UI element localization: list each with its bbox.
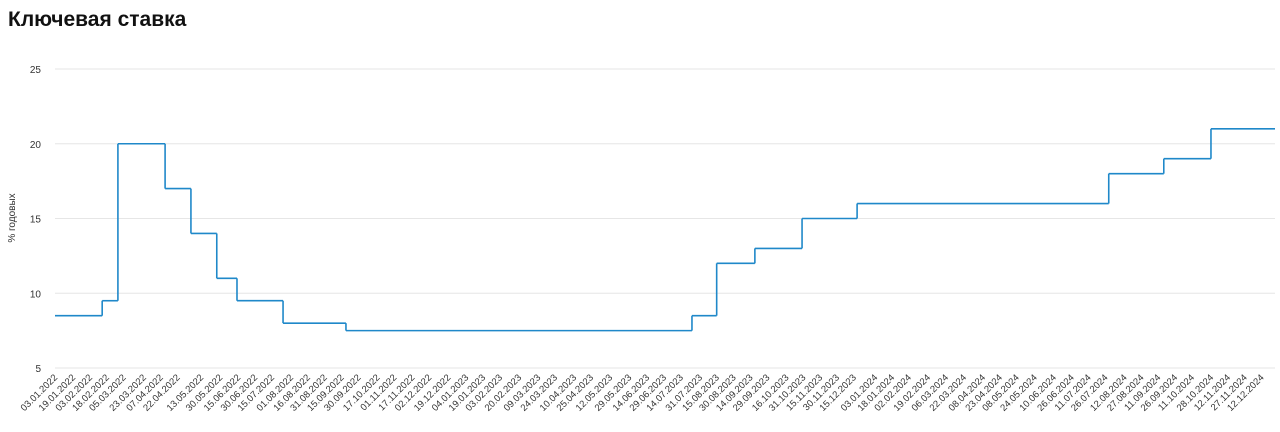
y-tick-label: 15: [30, 215, 42, 226]
y-tick-label: 25: [30, 65, 42, 76]
y-axis-label: % годовых: [7, 193, 18, 242]
y-tick-label: 10: [30, 289, 42, 300]
y-tick-label: 5: [35, 364, 41, 375]
y-tick-label: 20: [30, 140, 42, 151]
chart-title: Ключевая ставка: [8, 8, 187, 31]
